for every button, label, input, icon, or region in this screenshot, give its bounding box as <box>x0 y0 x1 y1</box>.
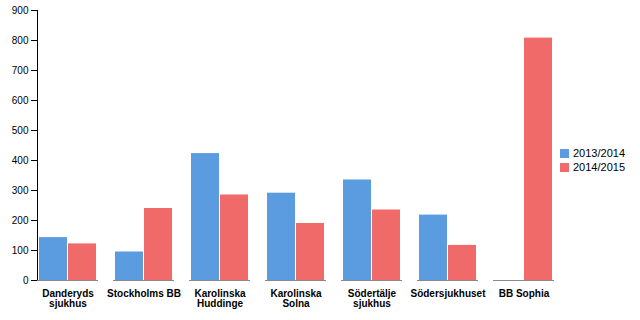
svg-text:400: 400 <box>12 155 29 166</box>
svg-text:Stockholms BB: Stockholms BB <box>107 288 181 299</box>
svg-text:700: 700 <box>12 65 29 76</box>
svg-text:600: 600 <box>12 95 29 106</box>
svg-text:300: 300 <box>12 185 29 196</box>
svg-text:Södertäljesjukhus: Södertäljesjukhus <box>348 288 397 309</box>
svg-text:BB Sophia: BB Sophia <box>499 288 550 299</box>
svg-text:800: 800 <box>12 35 29 46</box>
html-text:2013/2014: 2013/2014 <box>573 147 625 159</box>
svg-text:KarolinskaSolna: KarolinskaSolna <box>270 288 322 309</box>
html-text:2014/2015: 2014/2015 <box>573 161 625 173</box>
svg-text:0: 0 <box>23 275 29 286</box>
svg-text:Danderydssjukhus: Danderydssjukhus <box>42 288 94 309</box>
svg-text:500: 500 <box>12 125 29 136</box>
svg-text:200: 200 <box>12 215 29 226</box>
svg-text:KarolinskaHuddinge: KarolinskaHuddinge <box>194 288 246 309</box>
svg-text:Södersjukhuset: Södersjukhuset <box>410 288 486 299</box>
svg-text:900: 900 <box>12 5 29 16</box>
svg-text:100: 100 <box>12 245 29 256</box>
